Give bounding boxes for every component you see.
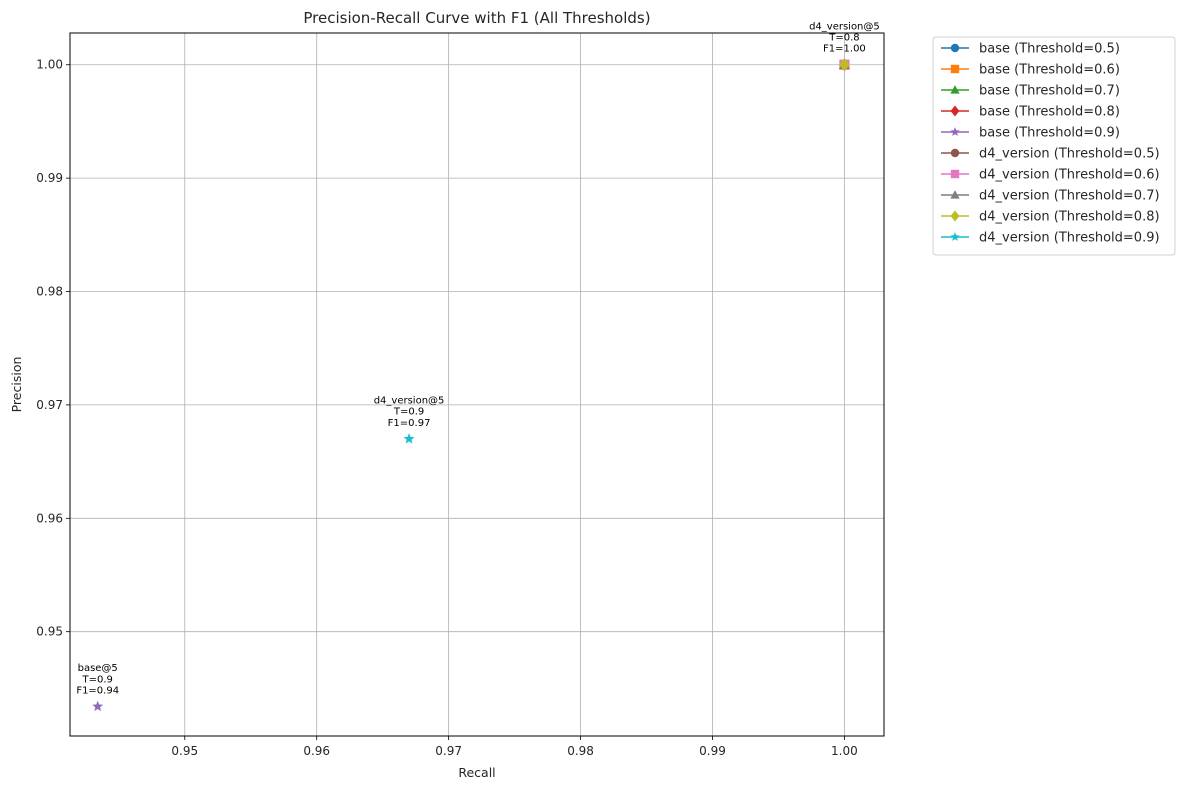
legend-marker bbox=[950, 85, 960, 94]
point-annotation-line: F1=0.97 bbox=[388, 418, 431, 429]
data-point bbox=[92, 700, 104, 712]
y-tick-label: 0.99 bbox=[36, 171, 63, 185]
legend-marker bbox=[950, 190, 960, 199]
legend-box bbox=[932, 36, 1176, 256]
legend-marker bbox=[950, 148, 960, 158]
legend-marker bbox=[950, 232, 960, 241]
y-tick-label: 1.00 bbox=[36, 58, 63, 72]
legend-marker bbox=[950, 64, 960, 74]
legend-label: d4_version (Threshold=0.6) bbox=[979, 168, 1160, 183]
y-tick-label: 0.95 bbox=[36, 625, 63, 639]
legend-label: d4_version (Threshold=0.7) bbox=[979, 189, 1160, 204]
point-annotation-line: T=0.9 bbox=[82, 674, 113, 685]
legend-label: base (Threshold=0.5) bbox=[979, 42, 1120, 57]
x-tick-label: 0.95 bbox=[171, 744, 198, 758]
grid bbox=[70, 33, 884, 736]
legend-label: base (Threshold=0.6) bbox=[979, 63, 1120, 78]
point-annotation-line: base@5 bbox=[78, 663, 118, 674]
legend-marker bbox=[950, 43, 960, 53]
legend-marker bbox=[950, 210, 960, 222]
chart-title: Precision-Recall Curve with F1 (All Thre… bbox=[303, 9, 650, 27]
x-tick-label: 1.00 bbox=[831, 744, 858, 758]
data-point bbox=[403, 433, 415, 444]
legend-label: base (Threshold=0.9) bbox=[979, 126, 1120, 141]
legend-label: d4_version (Threshold=0.5) bbox=[979, 147, 1160, 162]
point-annotation-line: F1=0.94 bbox=[76, 686, 119, 697]
data-markers bbox=[92, 58, 850, 712]
y-tick-label: 0.97 bbox=[36, 398, 63, 412]
axis-ticks: 0.95 0.96 0.97 0.98 0.99 1.00 0.95 0.96 0.97 0.98… bbox=[36, 58, 857, 758]
x-tick-label: 0.99 bbox=[699, 744, 726, 758]
x-tick-label: 0.97 bbox=[435, 744, 462, 758]
x-axis-label: Recall bbox=[458, 765, 495, 780]
legend-label: d4_version (Threshold=0.9) bbox=[979, 231, 1160, 246]
y-tick-label: 0.96 bbox=[36, 511, 63, 525]
point-annotation-line: d4_version@5 bbox=[374, 396, 445, 407]
point-annotation-line: F1=1.00 bbox=[823, 44, 866, 55]
legend-marker bbox=[950, 169, 960, 179]
legend-label: base (Threshold=0.8) bbox=[979, 105, 1120, 120]
point-annotation-line: T=0.9 bbox=[393, 407, 424, 418]
legend-marker bbox=[950, 105, 960, 117]
legend-label: d4_version (Threshold=0.8) bbox=[979, 210, 1160, 225]
plot-area-frame bbox=[69, 32, 885, 737]
annotations: d4_version@5T=0.8F1=1.00d4_version@5T=0.… bbox=[76, 21, 879, 696]
data-point bbox=[839, 58, 850, 72]
legend-label: base (Threshold=0.7) bbox=[979, 84, 1120, 99]
point-annotation-line: d4_version@5 bbox=[809, 21, 880, 32]
legend-marker bbox=[950, 127, 960, 136]
y-tick-label: 0.98 bbox=[36, 285, 63, 299]
x-tick-label: 0.96 bbox=[303, 744, 330, 758]
point-annotation-line: T=0.8 bbox=[828, 33, 859, 44]
x-tick-label: 0.98 bbox=[567, 744, 594, 758]
y-axis-label: Precision bbox=[9, 357, 24, 413]
legend: base (Threshold=0.5) base (Threshold=0.6)… bbox=[932, 36, 1176, 256]
